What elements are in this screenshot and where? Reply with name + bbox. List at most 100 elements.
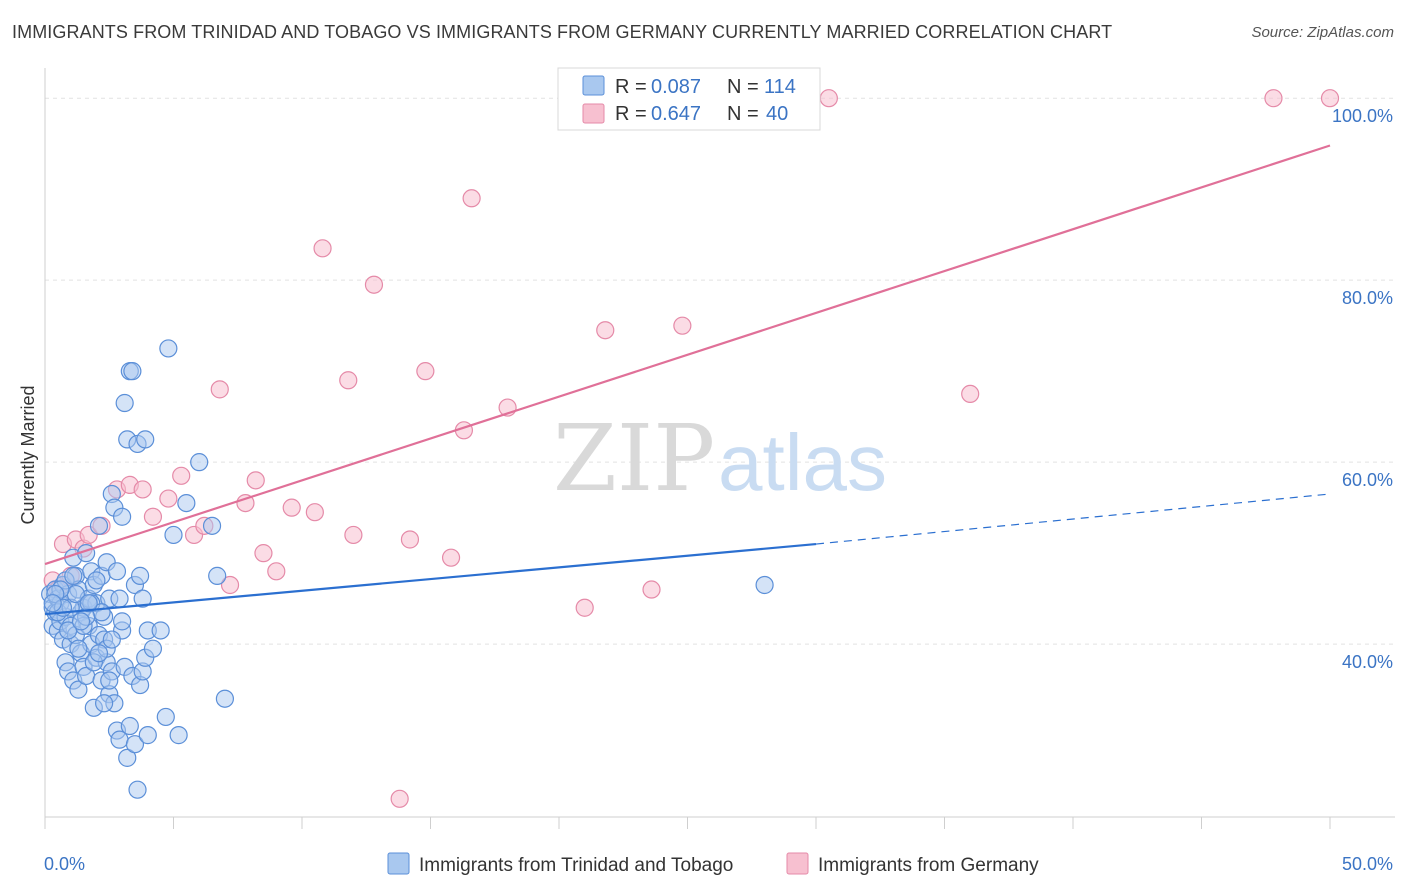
blue-point-78: [151, 621, 170, 640]
blue-point-107: [89, 644, 109, 663]
blue-point-53: [110, 589, 129, 608]
blue-point-86: [208, 566, 227, 585]
legend-swatch-pink: [582, 103, 605, 124]
grid-layer: [45, 97, 1395, 645]
blue-point-63: [123, 362, 142, 381]
bottom-legend-label-pink: Immigrants from Germany: [818, 855, 1039, 876]
blue-point-60: [118, 748, 137, 767]
blue-point-85: [202, 516, 222, 535]
pink-point-26: [344, 525, 363, 545]
blue-series-points: [41, 339, 774, 799]
pink-point-29: [416, 362, 435, 381]
pink-point-24: [313, 239, 332, 258]
legend-n-label-pink: N =: [727, 103, 759, 125]
pink-point-10: [133, 480, 152, 499]
blue-point-87: [215, 689, 234, 708]
blue-point-57: [115, 393, 134, 413]
pink-point-12: [159, 489, 178, 508]
pink-point-13: [172, 466, 191, 485]
pink-point-11: [143, 507, 163, 526]
pink-point-41: [1320, 89, 1340, 108]
blue-point-111: [755, 575, 774, 595]
pink-point-36: [642, 580, 661, 599]
tick-labels: 40.0% 60.0% 80.0% 100.0% 0.0% 50.0%: [44, 106, 1393, 874]
blue-trend-extension: [815, 493, 1331, 545]
pink-point-32: [462, 189, 481, 208]
blue-point-83: [177, 493, 196, 513]
top-legend: R = 0.087 N = 114 R = 0.647 N = 40: [557, 67, 821, 131]
y-axis-label: Currently Married: [18, 385, 38, 524]
blue-point-51: [107, 562, 127, 581]
legend-r-label-pink: R =: [615, 103, 647, 125]
trend-lines: [44, 144, 1331, 616]
x-tick-label-1: 50.0%: [1342, 854, 1393, 874]
blue-point-71: [133, 589, 152, 608]
blue-point-108: [95, 694, 114, 713]
blue-point-70: [130, 566, 150, 585]
blue-point-37: [89, 516, 109, 535]
blue-point-77: [143, 639, 163, 658]
legend-r-value-pink: 0.647: [651, 103, 701, 125]
y-tick-label-1: 60.0%: [1342, 470, 1393, 490]
y-tick-label-0: 40.0%: [1342, 652, 1393, 672]
watermark-zip: ZIP: [553, 405, 715, 512]
legend-r-label-blue: R =: [615, 76, 647, 98]
blue-point-109: [100, 671, 119, 690]
pink-point-22: [282, 498, 301, 517]
blue-point-82: [169, 726, 188, 745]
blue-point-79: [156, 707, 175, 727]
chart-title: IMMIGRANTS FROM TRINIDAD AND TOBAGO VS I…: [12, 22, 1113, 42]
blue-point-113: [79, 594, 98, 613]
legend-n-value-pink: 40: [766, 103, 788, 125]
blue-point-97: [69, 639, 88, 658]
pink-point-21: [267, 562, 286, 581]
y-tick-label-3: 100.0%: [1332, 106, 1393, 126]
legend-n-label-blue: N =: [727, 76, 759, 98]
legend-r-value-blue: 0.087: [651, 76, 701, 98]
pink-point-38: [819, 89, 838, 108]
pink-point-16: [210, 380, 229, 399]
blue-point-68: [128, 780, 147, 799]
bottom-legend-swatch-blue: [387, 852, 410, 875]
y-tick-label-2: 80.0%: [1342, 288, 1393, 308]
bottom-legend-label-blue: Immigrants from Trinidad and Tobago: [419, 855, 733, 876]
legend-swatch-blue: [582, 75, 605, 96]
pink-point-18: [236, 493, 255, 513]
blue-point-110: [112, 612, 132, 631]
legend-n-value-blue: 114: [764, 76, 796, 98]
blue-point-103: [102, 630, 121, 649]
pink-point-40: [1264, 89, 1283, 108]
pink-point-20: [254, 544, 273, 563]
blue-point-81: [164, 525, 183, 545]
pink-point-28: [400, 530, 420, 549]
pink-point-19: [246, 471, 265, 490]
pink-point-42: [390, 789, 409, 808]
pink-point-39: [961, 384, 980, 404]
pink-point-35: [596, 321, 615, 340]
pink-point-30: [441, 548, 461, 567]
watermark-atlas: atlas: [718, 418, 887, 507]
pink-point-37: [673, 316, 692, 335]
pink-trend-line: [44, 144, 1331, 566]
blue-point-80: [159, 339, 178, 358]
pink-point-23: [305, 503, 324, 522]
pink-point-17: [220, 575, 240, 595]
blue-point-62: [120, 716, 139, 736]
blue-point-73: [136, 430, 155, 449]
blue-point-22: [69, 680, 88, 699]
chart-source: Source: ZipAtlas.com: [1251, 24, 1394, 41]
pink-point-25: [339, 371, 358, 390]
blue-point-99: [59, 621, 78, 640]
blue-point-66: [125, 735, 145, 754]
bottom-legend: Immigrants from Trinidad and Tobago Immi…: [387, 852, 1039, 876]
blue-point-112: [43, 594, 62, 613]
blue-point-84: [190, 453, 209, 472]
bottom-legend-swatch-pink: [786, 852, 809, 875]
blue-point-102: [71, 612, 91, 631]
blue-point-101: [64, 566, 83, 585]
blue-point-76: [138, 726, 157, 745]
watermark: ZIP atlas: [553, 405, 887, 512]
axes-layer: [44, 68, 1395, 829]
blue-point-94: [87, 571, 106, 590]
